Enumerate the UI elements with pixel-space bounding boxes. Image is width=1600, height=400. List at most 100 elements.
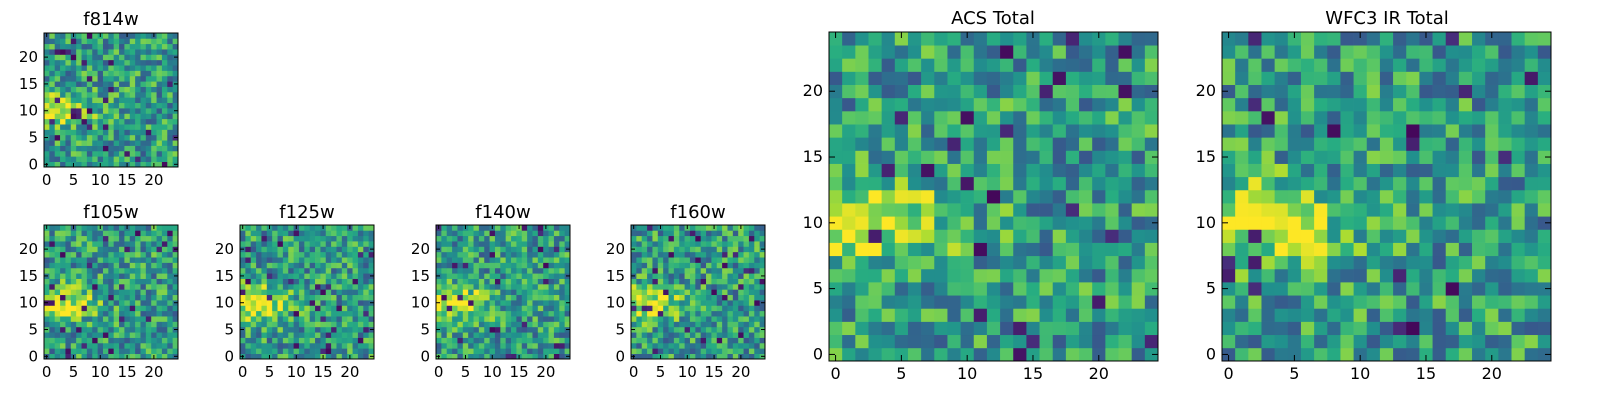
- heatmap-cell: [76, 134, 82, 141]
- heatmap-cell: [54, 278, 61, 285]
- heatmap-cell: [1340, 176, 1354, 191]
- heatmap-cell: [60, 348, 66, 354]
- heatmap-cell: [986, 97, 1001, 112]
- heatmap-cell: [559, 289, 565, 296]
- heatmap-cell: [76, 65, 82, 71]
- heatmap-cell: [1274, 334, 1289, 349]
- heatmap-cell: [282, 257, 289, 263]
- heatmap-cell: [86, 251, 93, 258]
- heatmap-cell: [894, 189, 909, 204]
- heatmap-cell: [934, 268, 948, 283]
- heatmap-cell: [446, 241, 453, 247]
- y-tick-label: 20: [19, 240, 38, 258]
- heatmap-cell: [320, 348, 327, 354]
- heatmap-cell: [960, 137, 975, 151]
- heatmap-cell: [1144, 203, 1159, 217]
- heatmap-cell: [261, 273, 268, 279]
- heatmap-cell: [1092, 321, 1106, 336]
- heatmap-cell: [727, 316, 734, 322]
- heatmap-cell: [494, 337, 501, 344]
- heatmap-cell: [1485, 242, 1499, 257]
- heatmap-cell: [1065, 110, 1080, 125]
- heatmap-cell: [49, 49, 56, 55]
- heatmap-cell: [537, 348, 544, 354]
- heatmap-cell: [156, 332, 163, 338]
- heatmap-cell: [636, 348, 643, 354]
- heatmap-cell: [1524, 308, 1539, 322]
- heatmap-cell: [1366, 137, 1381, 151]
- heatmap-cell: [60, 294, 66, 301]
- heatmap-cell: [743, 316, 750, 322]
- heatmap-cell: [293, 300, 300, 306]
- heatmap-cell: [1485, 282, 1499, 296]
- heatmap-cell: [894, 163, 909, 178]
- heatmap-cell: [537, 342, 544, 349]
- heatmap-cell: [559, 342, 565, 349]
- heatmap-cell: [336, 294, 343, 301]
- heatmap-cell: [102, 75, 109, 82]
- heatmap-cell: [1445, 176, 1460, 191]
- heatmap-cell: [652, 353, 659, 360]
- heatmap-cell: [1393, 334, 1407, 349]
- heatmap-cell: [1092, 150, 1106, 164]
- heatmap-cell: [49, 235, 56, 242]
- heatmap-cell: [1039, 32, 1054, 46]
- heatmap-cell: [1079, 84, 1093, 99]
- heatmap-cell: [240, 321, 246, 328]
- heatmap-cell: [54, 225, 61, 231]
- heatmap-cell: [49, 326, 56, 333]
- heatmap-cell: [947, 45, 961, 59]
- heatmap-cell: [277, 300, 284, 306]
- heatmap-cell: [352, 267, 359, 274]
- heatmap-cell: [108, 59, 115, 66]
- heatmap-cell: [673, 300, 680, 306]
- heatmap-cell: [1052, 334, 1067, 349]
- heatmap-cell: [657, 283, 664, 290]
- heatmap-cell: [732, 235, 739, 242]
- heatmap-cell: [49, 257, 56, 263]
- heatmap-cell: [102, 348, 109, 354]
- heatmap-cell: [457, 342, 464, 349]
- heatmap-cell: [1366, 97, 1381, 112]
- heatmap-cell: [352, 300, 359, 306]
- heatmap-cell: [145, 113, 152, 120]
- heatmap-cell: [70, 140, 77, 146]
- heatmap-cell: [1000, 216, 1014, 230]
- heatmap-cell: [113, 278, 120, 285]
- heatmap-cell: [907, 163, 922, 178]
- heatmap-cell: [907, 150, 922, 164]
- heatmap-cell: [341, 294, 348, 301]
- heatmap-cell: [113, 225, 120, 231]
- heatmap-cell: [135, 113, 141, 120]
- heatmap-cell: [331, 241, 337, 247]
- heatmap-cell: [86, 161, 93, 168]
- heatmap-cell: [325, 235, 332, 242]
- heatmap-cell: [256, 278, 262, 285]
- heatmap-cell: [462, 342, 469, 349]
- heatmap-cell: [489, 321, 496, 328]
- heatmap-cell: [1419, 110, 1433, 125]
- heatmap-cell: [1079, 45, 1093, 59]
- heatmap-cell: [1131, 203, 1146, 217]
- heatmap-cell: [60, 124, 66, 130]
- heatmap-cell: [484, 300, 490, 306]
- heatmap-cell: [282, 273, 289, 279]
- heatmap-cell: [452, 225, 458, 231]
- heatmap-cell: [266, 235, 273, 242]
- heatmap-cell: [336, 353, 343, 360]
- heatmap-cell: [298, 267, 305, 274]
- heatmap-cell: [65, 124, 72, 130]
- heatmap-cell: [663, 289, 669, 296]
- heatmap-cell: [489, 262, 496, 269]
- heatmap-cell: [357, 321, 364, 328]
- heatmap-cell: [689, 348, 696, 354]
- heatmap-cell: [49, 278, 56, 285]
- heatmap-cell: [363, 225, 369, 231]
- heatmap-cell: [1052, 84, 1067, 99]
- heatmap-cell: [92, 124, 98, 130]
- heatmap-cell: [1274, 347, 1289, 362]
- heatmap-cell: [564, 294, 571, 301]
- heatmap-cell: [240, 348, 246, 354]
- heatmap-cell: [309, 283, 316, 290]
- heatmap-cell: [462, 321, 469, 328]
